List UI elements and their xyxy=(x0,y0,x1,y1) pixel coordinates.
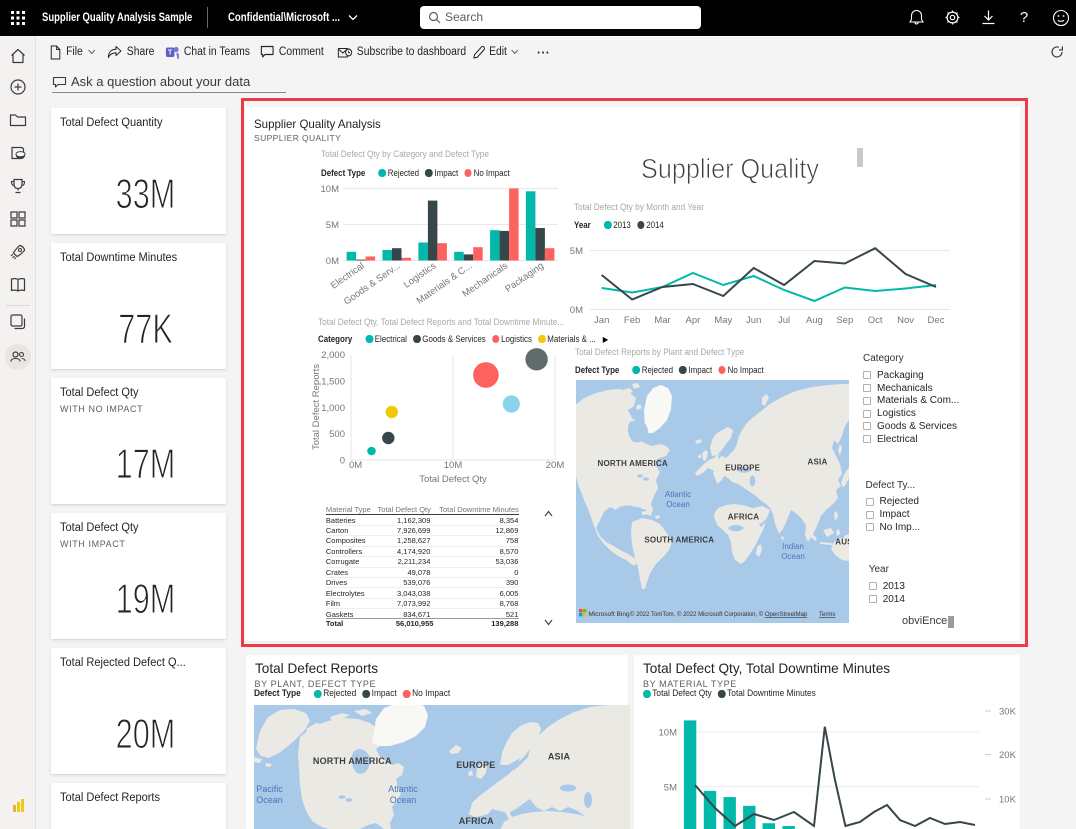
svg-text:AFRICA: AFRICA xyxy=(727,513,758,522)
svg-text:Nov: Nov xyxy=(897,315,914,326)
svg-text:1,000: 1,000 xyxy=(321,403,345,414)
svg-text:T: T xyxy=(168,48,173,56)
svg-text:AFRICA: AFRICA xyxy=(458,816,493,826)
svg-text:Mar: Mar xyxy=(654,315,670,326)
svg-text:20K: 20K xyxy=(999,750,1017,761)
svg-text:Apr: Apr xyxy=(686,315,701,326)
svg-text:Atlantic: Atlantic xyxy=(388,784,418,794)
svg-text:SOUTH AMERICA: SOUTH AMERICA xyxy=(644,536,714,545)
svg-text:Feb: Feb xyxy=(624,315,640,326)
svg-text:30K: 30K xyxy=(999,707,1017,718)
svg-text:10M: 10M xyxy=(444,460,463,471)
svg-text:Total Defect Qty: Total Defect Qty xyxy=(419,474,487,485)
svg-text:5M: 5M xyxy=(326,220,339,231)
svg-text:Terms: Terms xyxy=(819,612,835,618)
svg-text:Jul: Jul xyxy=(778,315,790,326)
svg-text:20M: 20M xyxy=(546,460,565,471)
svg-text:Dec: Dec xyxy=(928,315,945,326)
svg-text:EUROPE: EUROPE xyxy=(725,464,760,473)
svg-text:NORTH AMERICA: NORTH AMERICA xyxy=(597,459,667,468)
svg-text:10K: 10K xyxy=(999,795,1017,806)
svg-text:0M: 0M xyxy=(326,256,339,267)
svg-text:0M: 0M xyxy=(570,305,583,316)
svg-text:Packaging: Packaging xyxy=(503,260,546,294)
svg-text:Jan: Jan xyxy=(594,315,609,326)
svg-text:5M: 5M xyxy=(570,246,583,257)
svg-text:EUROPE: EUROPE xyxy=(456,760,495,770)
svg-text:Pacific: Pacific xyxy=(256,784,283,794)
svg-text:NORTH AMERICA: NORTH AMERICA xyxy=(313,756,392,766)
svg-text:May: May xyxy=(714,315,732,326)
svg-text:0M: 0M xyxy=(349,460,362,471)
svg-text:Sep: Sep xyxy=(836,315,853,326)
svg-text:Ocean: Ocean xyxy=(256,795,283,805)
svg-text:AUS: AUS xyxy=(835,538,849,547)
svg-text:© 2022 TomTom, © 2022 Microsof: © 2022 TomTom, © 2022 Microsoft Corporat… xyxy=(630,611,808,618)
svg-text:Aug: Aug xyxy=(806,315,823,326)
svg-text:ASIA: ASIA xyxy=(807,458,827,467)
svg-text:Ocean: Ocean xyxy=(781,552,805,561)
svg-text:Total Defect Reports: Total Defect Reports xyxy=(311,364,322,450)
svg-text:Atlantic: Atlantic xyxy=(664,490,690,499)
svg-text:10M: 10M xyxy=(321,184,340,195)
svg-text:Ocean: Ocean xyxy=(666,500,690,509)
svg-text:2,000: 2,000 xyxy=(321,350,345,361)
svg-text:0: 0 xyxy=(340,456,345,467)
svg-text:10M: 10M xyxy=(659,728,678,739)
svg-text:5M: 5M xyxy=(664,783,677,794)
svg-text:Ocean: Ocean xyxy=(389,795,416,805)
svg-text:Jun: Jun xyxy=(746,315,761,326)
svg-text:500: 500 xyxy=(329,429,345,440)
svg-text:Indian: Indian xyxy=(782,542,804,551)
svg-text:1,500: 1,500 xyxy=(321,376,345,387)
svg-text:?: ? xyxy=(1020,9,1028,26)
svg-text:Microsoft Bing: Microsoft Bing xyxy=(588,611,630,618)
svg-text:ASIA: ASIA xyxy=(548,751,571,761)
svg-text:Oct: Oct xyxy=(868,315,883,326)
